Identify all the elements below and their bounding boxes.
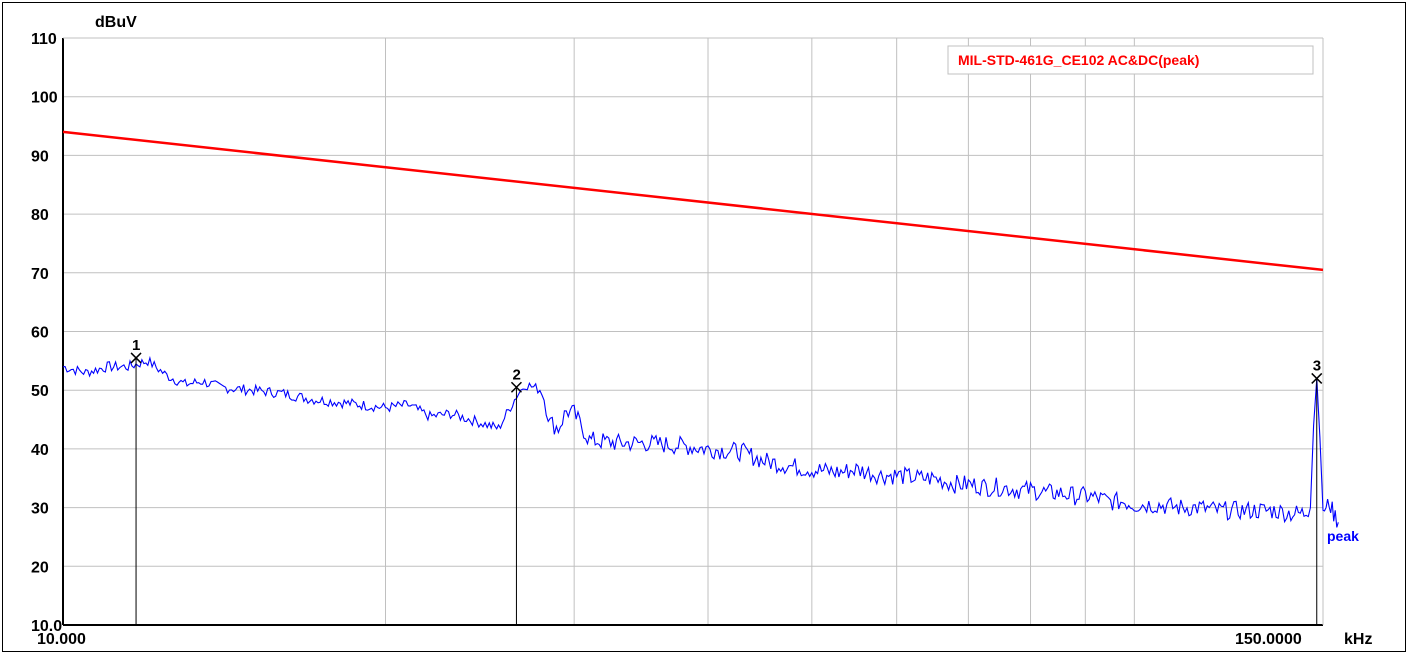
x-axis-label: kHz [1344,631,1372,648]
y-tick-label: 50 [31,383,49,400]
peak-trace [62,355,1339,528]
grid [63,38,1323,625]
y-tick-label: 60 [31,325,49,342]
y-tick-label: 30 [31,501,49,518]
marker-label: 3 [1313,357,1321,374]
y-tick-label: 100 [31,90,58,107]
y-tick-label: 20 [31,559,49,576]
x-tick-label: 150.0000 [1235,631,1302,648]
axes [62,37,1324,626]
y-tick-label: 90 [31,148,49,165]
y-tick-label: 10.0 [31,618,62,635]
marker-label: 1 [132,337,140,354]
marker-x [130,352,142,364]
marker-x [510,381,522,393]
y-tick-label: 40 [31,442,49,459]
y-axis-label: dBuV [95,14,137,31]
labels: 110 100 90 80 70 60 50 40 30 20 10.0 dBuV kHz 10.000 1… [31,14,1372,648]
y-tick-label: 110 [31,31,57,48]
y-tick-label: 70 [31,266,49,283]
limit-line [62,130,1324,272]
marker-label: 2 [512,366,520,383]
markers: 1 2 3 [130,337,1323,625]
series-group [62,130,1339,528]
x-tick-label: 10.000 [37,631,86,648]
trace-label: peak [1327,528,1359,544]
marker-x [1311,372,1323,384]
legend-box [947,45,1314,75]
legend-text: MIL-STD-461G_CE102 AC&DC(peak) [958,52,1199,68]
y-tick-label: 80 [31,207,49,224]
